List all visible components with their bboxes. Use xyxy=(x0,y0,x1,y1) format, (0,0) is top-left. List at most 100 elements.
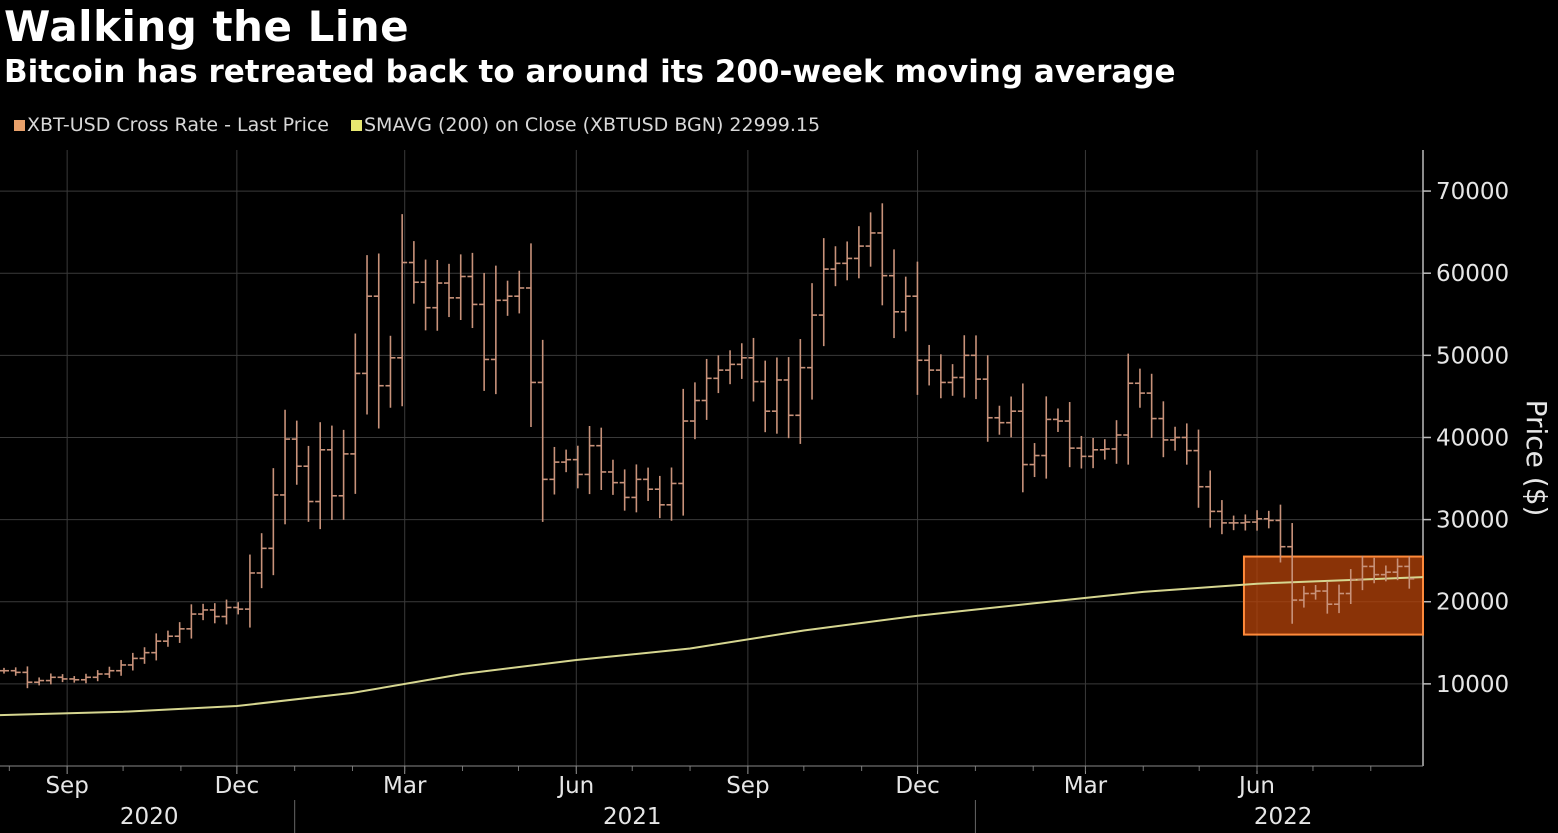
price-bar xyxy=(280,409,291,525)
price-bar xyxy=(678,388,689,516)
price-bar xyxy=(1123,353,1134,465)
price-bar xyxy=(853,226,864,279)
y-axis-title: Price ($) xyxy=(1520,400,1553,517)
price-bar xyxy=(57,674,68,683)
price-bar xyxy=(970,335,981,400)
price-bar xyxy=(947,364,958,396)
price-bar xyxy=(22,666,33,689)
price-bar xyxy=(807,283,818,400)
price-bar xyxy=(701,358,712,420)
price-bars xyxy=(0,203,1415,689)
legend-label-price: XBT-USD Cross Rate - Last Price xyxy=(27,114,329,136)
y-tick-label: 30000 xyxy=(1436,508,1509,534)
price-bar xyxy=(502,280,513,316)
price-bar xyxy=(1310,584,1321,600)
price-bar xyxy=(830,246,841,287)
price-bar xyxy=(10,667,21,676)
price-bar xyxy=(1052,408,1063,432)
x-axis: Sep Dec Mar Jun Sep Dec Mar Jun 2020 2021 2022 xyxy=(0,765,1423,830)
price-bar xyxy=(631,464,642,513)
price-bar xyxy=(1275,504,1286,563)
chart-legend: XBT-USD Cross Rate - Last Price SMAVG (2… xyxy=(14,114,836,136)
x-tick-label: Sep xyxy=(45,773,88,799)
sma-200-line xyxy=(0,576,1424,717)
price-bar xyxy=(818,238,829,347)
price-bar xyxy=(326,425,337,520)
price-bar xyxy=(643,467,654,501)
price-bar xyxy=(924,344,935,386)
price-bar xyxy=(127,652,138,671)
price-bar xyxy=(760,360,771,433)
price-bar xyxy=(596,427,607,490)
price-bar xyxy=(1369,557,1380,584)
y-tick-label: 50000 xyxy=(1436,343,1509,369)
price-bar xyxy=(607,459,618,495)
price-bar xyxy=(1064,402,1075,468)
price-bar xyxy=(0,667,9,674)
price-bar xyxy=(1006,396,1017,438)
price-bar xyxy=(1017,383,1028,493)
price-bar xyxy=(900,276,911,332)
price-bar xyxy=(444,263,455,318)
price-bar xyxy=(221,599,232,625)
price-bar xyxy=(537,339,548,522)
price-bar xyxy=(584,426,595,495)
y-tick-label: 60000 xyxy=(1436,261,1509,287)
price-bar xyxy=(1041,396,1052,479)
price-bar xyxy=(549,446,560,495)
price-bar xyxy=(525,243,536,428)
price-bar xyxy=(455,254,466,320)
price-bar xyxy=(865,212,876,267)
price-bar xyxy=(479,272,490,391)
price-bar xyxy=(385,335,396,408)
price-bar xyxy=(771,357,782,434)
price-bar xyxy=(619,469,630,511)
price-bar xyxy=(795,339,806,444)
price-bar xyxy=(268,468,279,576)
price-bar xyxy=(1029,443,1040,478)
price-bar xyxy=(959,335,970,398)
x-tick-label: Dec xyxy=(895,773,940,799)
x-tick-label: Sep xyxy=(726,773,769,799)
y-tick-label: 70000 xyxy=(1436,179,1509,205)
price-bar xyxy=(982,355,993,442)
y-tick-label: 20000 xyxy=(1436,590,1509,616)
price-bar xyxy=(198,603,209,621)
price-bar xyxy=(1345,569,1356,605)
price-bar xyxy=(408,241,419,304)
price-bar xyxy=(315,422,326,530)
price-bar xyxy=(490,265,501,395)
legend-item-sma: SMAVG (200) on Close (XBTUSD BGN) 22999.… xyxy=(351,114,820,136)
price-bar xyxy=(291,420,302,485)
price-bar xyxy=(1357,555,1368,591)
chart-title: Walking the Line xyxy=(4,2,410,51)
x-tick-label: Dec xyxy=(215,773,260,799)
price-bar xyxy=(256,533,267,589)
price-bar xyxy=(1205,470,1216,528)
price-bar xyxy=(1404,556,1415,589)
legend-label-sma: SMAVG (200) on Close (XBTUSD BGN) 22999.… xyxy=(364,114,821,136)
price-bar xyxy=(1111,420,1122,464)
price-bar xyxy=(1088,438,1099,469)
price-bar xyxy=(1322,581,1333,614)
x-year-label: 2022 xyxy=(1254,804,1313,830)
price-bar xyxy=(432,259,443,331)
legend-swatch-price xyxy=(14,119,25,131)
price-bar xyxy=(1193,429,1204,508)
legend-swatch-sma xyxy=(351,119,362,131)
price-bar xyxy=(1158,401,1169,458)
y-tick-label: 10000 xyxy=(1436,672,1509,698)
price-bar xyxy=(561,449,572,473)
price-bar xyxy=(713,355,724,394)
price-bar xyxy=(174,622,185,643)
price-bar xyxy=(350,333,361,494)
price-bar xyxy=(186,604,197,639)
price-bar xyxy=(935,354,946,399)
price-bar xyxy=(783,357,794,439)
price-bar xyxy=(467,252,478,329)
x-tick-label: Mar xyxy=(383,773,427,799)
price-bar xyxy=(877,203,888,306)
price-bar xyxy=(80,673,91,684)
price-bar xyxy=(1263,510,1274,529)
price-bar xyxy=(689,382,700,440)
